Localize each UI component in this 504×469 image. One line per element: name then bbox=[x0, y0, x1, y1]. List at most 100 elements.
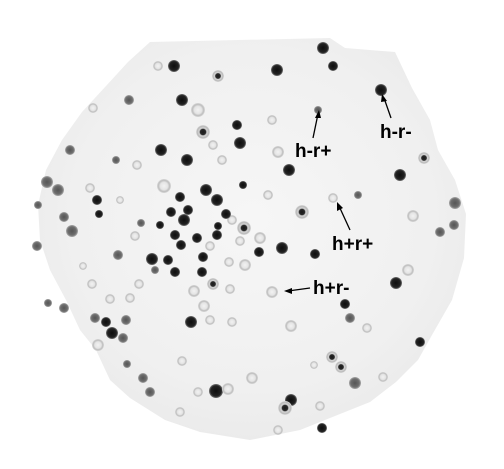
plaque bbox=[272, 146, 284, 158]
plaque bbox=[170, 230, 180, 240]
plaque bbox=[166, 207, 176, 217]
arrow-h-plus-r-plus bbox=[338, 205, 351, 231]
plaque bbox=[185, 316, 197, 328]
plaque bbox=[66, 225, 78, 237]
plaque bbox=[349, 377, 361, 389]
plaque bbox=[198, 252, 208, 262]
plaque bbox=[88, 103, 98, 113]
plaque bbox=[44, 299, 52, 307]
plaque bbox=[276, 242, 288, 254]
plaque bbox=[123, 360, 131, 368]
plaque bbox=[145, 387, 155, 397]
plaque bbox=[176, 94, 188, 106]
plaque bbox=[79, 262, 87, 270]
plaque bbox=[105, 294, 115, 304]
plaque bbox=[170, 267, 180, 277]
plaque bbox=[278, 401, 292, 415]
plaque bbox=[340, 299, 350, 309]
plaque bbox=[155, 144, 167, 156]
plaque bbox=[124, 95, 134, 105]
bacterial-lawn bbox=[38, 38, 466, 440]
plaque bbox=[188, 285, 200, 297]
plaque bbox=[345, 313, 355, 323]
plaque bbox=[217, 155, 227, 165]
plaque bbox=[41, 176, 53, 188]
plaque bbox=[175, 192, 185, 202]
plaque bbox=[151, 266, 159, 274]
plaque bbox=[362, 323, 372, 333]
plaque bbox=[232, 120, 242, 130]
plaque bbox=[59, 303, 69, 313]
plaque bbox=[191, 103, 205, 117]
label-middle-right: h+r+ bbox=[332, 234, 373, 255]
plaque bbox=[263, 190, 273, 200]
plaque bbox=[198, 300, 210, 312]
plaque bbox=[435, 227, 445, 237]
plaque bbox=[112, 156, 120, 164]
plaque bbox=[157, 179, 171, 193]
plaque bbox=[146, 253, 158, 265]
plaque bbox=[90, 313, 100, 323]
plaque bbox=[113, 250, 123, 260]
plaque bbox=[402, 264, 414, 276]
plaque bbox=[95, 210, 103, 218]
plaque bbox=[132, 160, 142, 170]
plaque bbox=[205, 241, 215, 251]
plaque bbox=[92, 339, 104, 351]
plaque bbox=[315, 401, 325, 411]
plaque bbox=[192, 233, 202, 243]
plaque bbox=[449, 197, 461, 209]
plaque bbox=[209, 384, 223, 398]
plaque bbox=[207, 278, 219, 290]
plaque bbox=[85, 183, 95, 193]
plaque bbox=[175, 407, 185, 417]
plaque bbox=[224, 257, 234, 267]
plaque bbox=[326, 351, 338, 363]
arrow-h-r-minus bbox=[383, 97, 392, 119]
plaque bbox=[271, 64, 283, 76]
label-top-middle: h-r+ bbox=[295, 141, 331, 162]
plaque bbox=[34, 201, 42, 209]
plaque bbox=[314, 106, 322, 114]
plaque bbox=[317, 42, 329, 54]
plaque bbox=[234, 137, 246, 149]
plaque bbox=[317, 423, 327, 433]
plaque bbox=[177, 356, 187, 366]
plaque bbox=[415, 337, 425, 347]
plaque bbox=[125, 293, 135, 303]
plaque bbox=[394, 169, 406, 181]
plaque bbox=[222, 383, 234, 395]
plaque bbox=[212, 230, 222, 240]
plaque bbox=[52, 184, 64, 196]
plaque bbox=[227, 317, 237, 327]
plaque bbox=[449, 220, 459, 230]
plaque bbox=[137, 219, 145, 227]
plaque bbox=[273, 425, 283, 435]
plaque bbox=[168, 60, 180, 72]
plaque bbox=[285, 320, 297, 332]
plaque bbox=[254, 232, 266, 244]
plaque bbox=[163, 255, 173, 265]
plaque bbox=[375, 84, 387, 96]
plaque bbox=[130, 231, 140, 241]
plaque bbox=[196, 125, 210, 139]
plaque bbox=[310, 249, 320, 259]
plaque bbox=[214, 222, 222, 230]
plaque bbox=[267, 115, 277, 125]
plaque bbox=[354, 191, 362, 199]
plaque bbox=[121, 315, 131, 325]
plaque bbox=[205, 315, 215, 325]
plaque bbox=[156, 221, 164, 229]
plaque bbox=[246, 372, 258, 384]
plaque bbox=[390, 277, 402, 289]
label-top-right: h-r- bbox=[380, 122, 412, 143]
plaque bbox=[183, 205, 193, 215]
plaque bbox=[328, 61, 338, 71]
plaque bbox=[153, 61, 163, 71]
plaque bbox=[200, 184, 212, 196]
plaque bbox=[225, 284, 235, 294]
plaque bbox=[310, 361, 318, 369]
plaque bbox=[59, 212, 69, 222]
plaque bbox=[335, 361, 347, 373]
